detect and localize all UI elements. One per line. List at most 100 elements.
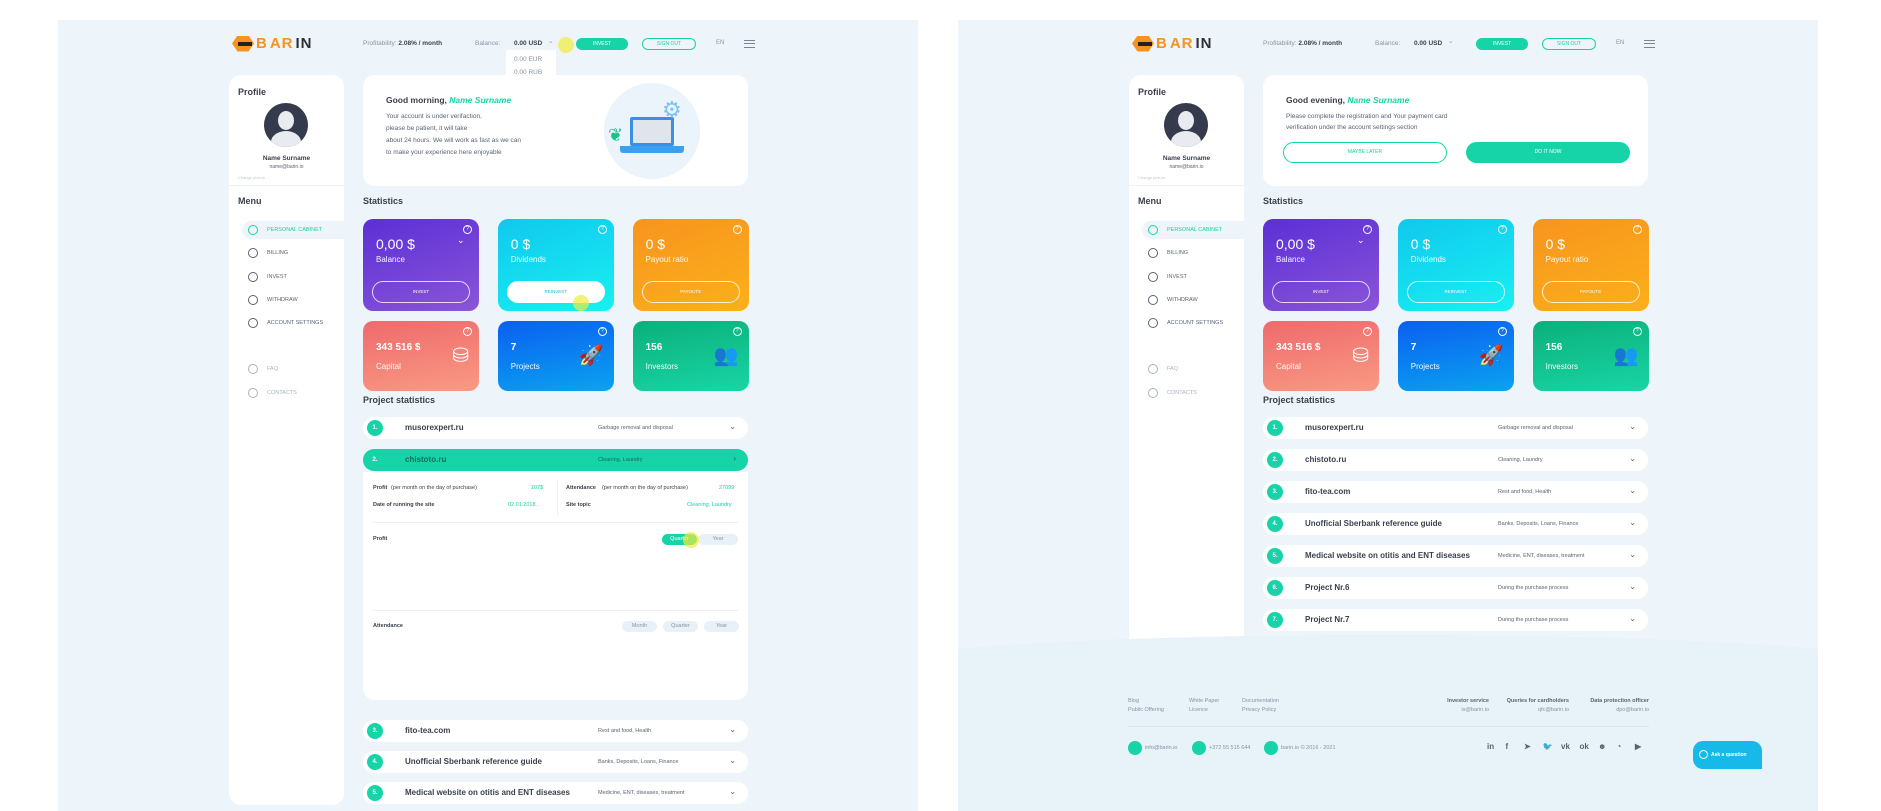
logo[interactable]: B AR IN	[1132, 35, 1213, 52]
change-picture-link[interactable]: Change picture	[1138, 175, 1166, 180]
chevron-down-icon[interactable]: ⌄	[457, 235, 465, 245]
help-icon[interactable]: ?	[1363, 327, 1372, 336]
sidebar-item-account-settings[interactable]: ACCOUNT SETTINGS	[1142, 314, 1244, 332]
chevron-down-icon[interactable]: ⌄	[1629, 454, 1636, 463]
project-row[interactable]: 3. fito-tea.com Rest and food, Health ⌄	[363, 720, 748, 742]
sidebar-item-faq[interactable]: FAQ	[1142, 360, 1244, 378]
project-row[interactable]: 2. chistoto.ru Cleaning, Laundry ⌄	[1263, 449, 1648, 471]
footer-link[interactable]: White Paper	[1189, 698, 1220, 704]
toggle-year[interactable]: Year	[704, 621, 739, 632]
menu-icon[interactable]	[744, 40, 755, 48]
footer-info[interactable]: info@barin.io	[1145, 745, 1178, 751]
menu-icon[interactable]	[1644, 40, 1655, 48]
language-select[interactable]: EN	[1616, 40, 1625, 46]
sidebar-item-withdraw[interactable]: WITHDRAW	[242, 291, 344, 309]
footer-link[interactable]: Documentation	[1242, 698, 1279, 704]
social-icon[interactable]: vk	[1561, 742, 1570, 751]
sign-out-button[interactable]: SIGN OUT	[642, 38, 696, 50]
project-row[interactable]: 5. Medical website on otitis and ENT dise…	[1263, 545, 1648, 567]
sidebar-item-invest[interactable]: INVEST	[242, 268, 344, 286]
sidebar-item-billing[interactable]: BILLING	[1142, 244, 1244, 262]
project-row[interactable]: 6. Project Nr.6 During the purchase proces…	[1263, 577, 1648, 599]
footer-contact-email[interactable]: dpo@barin.io	[1616, 707, 1649, 713]
logo[interactable]: B AR IN	[232, 35, 313, 52]
do-it-now-button[interactable]: DO IT NOW	[1466, 142, 1630, 163]
chevron-down-icon[interactable]: ⌄	[1629, 614, 1636, 623]
chevron-down-icon[interactable]: ⌄	[729, 725, 736, 734]
help-icon[interactable]: ?	[1497, 327, 1507, 336]
sidebar-item-account-settings[interactable]: ACCOUNT SETTINGS	[242, 314, 344, 332]
footer-link[interactable]: Privacy Policy	[1242, 707, 1277, 713]
help-icon[interactable]: ?	[463, 327, 472, 336]
footer-link[interactable]: Licence	[1189, 707, 1208, 713]
toggle-quarter[interactable]: Quarter	[663, 621, 698, 632]
chevron-down-icon[interactable]: ⌄	[729, 422, 736, 431]
invest-button[interactable]: INVEST	[1272, 281, 1370, 303]
help-icon[interactable]: ?	[732, 327, 742, 336]
balance-option[interactable]: 0.00 RUB	[514, 69, 543, 76]
footer-link[interactable]: Blog	[1128, 698, 1140, 704]
sidebar-item-withdraw[interactable]: WITHDRAW	[1142, 291, 1244, 309]
invest-button[interactable]: INVEST	[576, 38, 628, 50]
sidebar-item-personal-cabinet[interactable]: PERSONAL CABINET	[242, 221, 344, 239]
chevron-down-icon[interactable]: ⌄	[1448, 38, 1454, 45]
balance-select[interactable]: 0.00 USD	[514, 40, 543, 47]
project-row[interactable]: 1. musorexpert.ru Garbage removal and disp…	[1263, 417, 1648, 439]
project-row[interactable]: 4. Unofficial Sberbank reference guide Ban…	[363, 751, 748, 773]
chevron-down-icon[interactable]: ⌄	[1357, 235, 1365, 245]
language-select[interactable]: EN	[716, 40, 725, 46]
help-icon[interactable]: ?	[463, 225, 472, 234]
toggle-quarter[interactable]: Quarter	[662, 534, 697, 545]
social-icon[interactable]: ▶	[1635, 742, 1642, 751]
social-icon[interactable]: 🐦	[1542, 742, 1553, 751]
footer-info[interactable]: +372 55 515 644	[1209, 745, 1251, 751]
help-icon[interactable]: ?	[1632, 225, 1642, 234]
avatar[interactable]	[1164, 103, 1208, 147]
maybe-later-button[interactable]: MAYBE LATER	[1283, 142, 1447, 163]
toggle-month[interactable]: Month	[622, 621, 657, 632]
sidebar-item-faq[interactable]: FAQ	[242, 360, 344, 378]
social-icon[interactable]: ok	[1579, 742, 1589, 751]
help-icon[interactable]: ?	[597, 327, 607, 336]
project-row[interactable]: 4. Unofficial Sberbank reference guide Ban…	[1263, 513, 1648, 535]
reinvest-button[interactable]: REINVEST	[506, 281, 605, 303]
chevron-right-icon[interactable]: ›	[733, 454, 736, 463]
social-icon[interactable]: f	[1505, 742, 1509, 751]
help-icon[interactable]: ?	[1632, 327, 1642, 336]
sidebar-item-contacts[interactable]: CONTACTS	[242, 384, 344, 402]
invest-button[interactable]: INVEST	[1476, 38, 1528, 50]
avatar[interactable]	[264, 103, 308, 147]
social-icon[interactable]: ☻	[1598, 742, 1607, 751]
sidebar-item-billing[interactable]: BILLING	[242, 244, 344, 262]
project-row[interactable]: 3. fito-tea.com Rest and food, Health ⌄	[1263, 481, 1648, 503]
footer-info[interactable]: barin.io © 2016 - 2021	[1281, 745, 1336, 751]
footer-link[interactable]: Public Offering	[1128, 707, 1164, 713]
sidebar-item-contacts[interactable]: CONTACTS	[1142, 384, 1244, 402]
toggle-year[interactable]: Year	[698, 534, 738, 545]
sign-out-button[interactable]: SIGN OUT	[1542, 38, 1596, 50]
payouts-button[interactable]: PAYOUTS	[641, 281, 740, 303]
chevron-down-icon[interactable]: ⌄	[1629, 550, 1636, 559]
chevron-down-icon[interactable]: ⌄	[1629, 486, 1636, 495]
chevron-down-icon[interactable]: ⌄	[1629, 518, 1636, 527]
chevron-down-icon[interactable]: ⌄	[548, 38, 554, 45]
social-icon[interactable]: ➤	[1524, 742, 1531, 751]
sidebar-item-personal-cabinet[interactable]: PERSONAL CABINET	[1142, 221, 1244, 239]
chevron-down-icon[interactable]: ⌄	[729, 787, 736, 796]
help-icon[interactable]: ?	[1363, 225, 1372, 234]
project-row[interactable]: 5. Medical website on otitis and ENT dise…	[363, 782, 748, 804]
footer-contact-email[interactable]: qfc@barin.io	[1538, 707, 1569, 713]
project-row[interactable]: 2. chistoto.ru Cleaning, Laundry ›	[363, 449, 748, 471]
social-icon[interactable]: in	[1487, 742, 1495, 751]
footer-contact-email[interactable]: is@barin.io	[1461, 707, 1489, 713]
reinvest-button[interactable]: REINVEST	[1406, 281, 1505, 303]
change-picture-link[interactable]: Change picture	[238, 175, 266, 180]
payouts-button[interactable]: PAYOUTS	[1541, 281, 1640, 303]
sidebar-item-invest[interactable]: INVEST	[1142, 268, 1244, 286]
help-icon[interactable]: ?	[1497, 225, 1507, 234]
invest-button[interactable]: INVEST	[372, 281, 470, 303]
balance-select[interactable]: 0.00 USD	[1414, 40, 1443, 47]
social-icon[interactable]: ◔	[1616, 742, 1622, 751]
project-row[interactable]: 1. musorexpert.ru Garbage removal and disp…	[363, 417, 748, 439]
chevron-down-icon[interactable]: ⌄	[1629, 582, 1636, 591]
